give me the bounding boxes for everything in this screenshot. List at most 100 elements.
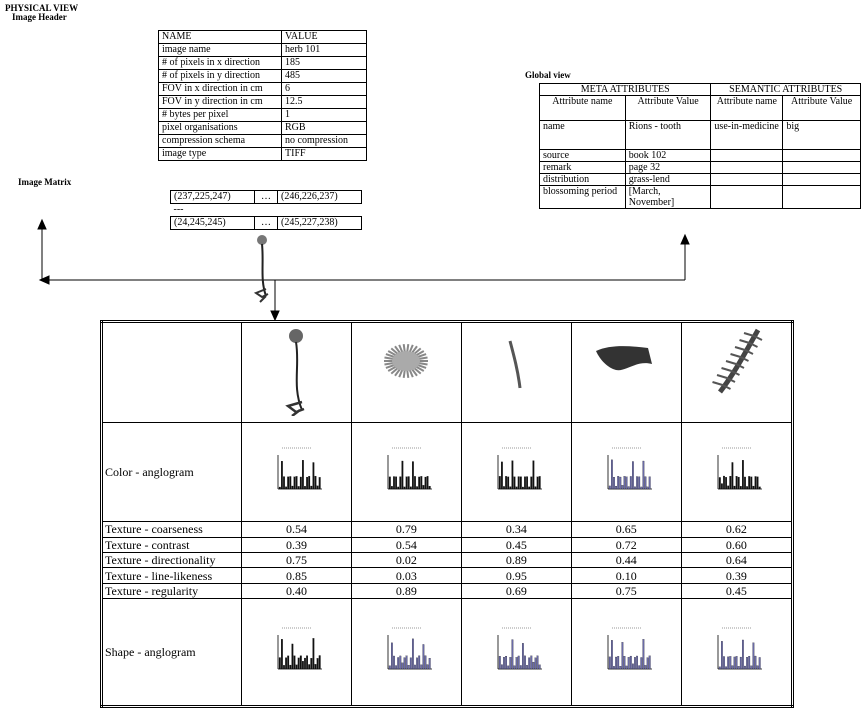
anglogram-bar xyxy=(759,487,761,489)
anglogram-bar xyxy=(510,657,512,669)
anglogram-bar xyxy=(535,658,537,669)
anglogram-bar xyxy=(531,477,533,489)
matrix-cell: (237,225,247) xyxy=(171,191,255,204)
anglogram-bar xyxy=(282,461,284,489)
image-cell xyxy=(242,322,352,423)
anglogram-bar xyxy=(408,476,410,489)
attribute-cell: blossoming period xyxy=(540,186,626,209)
image-cell xyxy=(351,322,461,423)
anglogram-bar xyxy=(305,486,307,489)
anglogram-bar xyxy=(311,658,313,669)
anglogram-bar xyxy=(755,656,757,669)
anglogram-bar xyxy=(734,486,736,489)
anglogram-bar xyxy=(622,642,624,669)
table-cell: RGB xyxy=(282,122,367,135)
anglogram-bar xyxy=(527,476,529,488)
corner-cell xyxy=(102,322,242,423)
spike xyxy=(731,354,741,357)
anglogram-bar xyxy=(279,658,281,669)
image-cell xyxy=(461,322,571,423)
column-header: Attribute Value xyxy=(625,96,711,121)
anglogram-bar xyxy=(404,487,406,489)
feature-value: 0.89 xyxy=(351,583,461,598)
matrix-cell: (246,226,237) xyxy=(278,191,362,204)
attribute-cell: name xyxy=(540,121,626,150)
table-cell: herb 101 xyxy=(282,44,367,57)
anglogram-bar xyxy=(396,477,398,489)
anglogram-bar xyxy=(736,476,738,489)
anglogram-bar xyxy=(745,666,747,669)
anglogram-bar xyxy=(421,476,423,489)
table-row: # of pixels in x direction185 xyxy=(159,57,367,70)
table-cell: # of pixels in x direction xyxy=(159,57,282,70)
stem xyxy=(510,341,520,388)
attribute-cell: page 32 xyxy=(625,162,711,174)
anglogram-bar xyxy=(618,476,620,489)
table-cell: 12.5 xyxy=(282,96,367,109)
anglogram-bar xyxy=(649,477,651,489)
matrix-cell: --- xyxy=(171,204,362,217)
plant-image xyxy=(696,326,776,416)
anglogram-bar xyxy=(311,486,313,489)
anglogram-bar xyxy=(529,658,531,669)
anglogram-bar xyxy=(637,476,639,489)
feature-value: 0.44 xyxy=(571,552,681,567)
anglogram-cell xyxy=(351,422,461,522)
table-cell: pixel organisations xyxy=(159,122,282,135)
feature-value: 0.40 xyxy=(242,583,352,598)
anglogram-thumbnail xyxy=(598,443,654,501)
anglogram-bar xyxy=(738,666,740,669)
texture-row: Texture - directionality0.750.020.890.44… xyxy=(102,552,793,567)
anglogram-bar xyxy=(408,665,410,669)
anglogram-bar xyxy=(724,476,726,489)
anglogram-bar xyxy=(396,666,398,669)
global-view-table: META ATTRIBUTESSEMANTIC ATTRIBUTESAttrib… xyxy=(539,83,861,209)
anglogram-bar xyxy=(296,476,298,489)
anglogram-bar xyxy=(539,665,541,669)
anglogram-thumbnail xyxy=(598,623,654,681)
anglogram-bar xyxy=(402,663,404,669)
feature-value: 0.45 xyxy=(461,537,571,552)
anglogram-bar xyxy=(520,477,522,489)
anglogram-bar xyxy=(427,665,429,669)
spike xyxy=(726,361,736,364)
anglogram-bar xyxy=(609,657,611,669)
anglogram-cell xyxy=(461,599,571,707)
anglogram-bar xyxy=(410,658,412,669)
feature-value: 0.62 xyxy=(681,522,792,537)
anglogram-bar xyxy=(749,656,751,669)
anglogram-thumbnail xyxy=(708,623,764,681)
group-row: META ATTRIBUTESSEMANTIC ATTRIBUTES xyxy=(540,84,861,96)
image-cell xyxy=(681,322,792,423)
anglogram-thumbnail xyxy=(708,443,764,501)
anglogram-bar xyxy=(628,657,630,669)
anglogram-bar xyxy=(508,477,510,489)
anglogram-bar xyxy=(618,656,620,669)
anglogram-bar xyxy=(508,666,510,669)
matrix-cell: (245,227,238) xyxy=(278,217,362,230)
table-cell: no compression xyxy=(282,135,367,148)
image-cell xyxy=(571,322,681,423)
anglogram-bar xyxy=(624,476,626,489)
anglogram-bar xyxy=(632,664,634,669)
anglogram-bar xyxy=(757,477,759,489)
anglogram-thumbnail xyxy=(488,443,544,501)
column-header: Attribute Value xyxy=(783,96,861,121)
table-cell: # bytes per pixel xyxy=(159,109,282,122)
image-matrix-table: (237,225,247)…(246,226,237)---(24,245,24… xyxy=(170,190,362,230)
anglogram-bar xyxy=(753,643,755,669)
anglogram-bar xyxy=(300,477,302,489)
anglogram-bar xyxy=(645,665,647,669)
anglogram-bar xyxy=(417,486,419,489)
spike xyxy=(740,340,750,343)
attribute-cell: [March, November] xyxy=(625,186,711,209)
table-row: # bytes per pixel1 xyxy=(159,109,367,122)
anglogram-bar xyxy=(400,656,402,669)
feature-value: 0.54 xyxy=(242,522,352,537)
anglogram-bar xyxy=(413,639,415,669)
anglogram-bar xyxy=(620,477,622,489)
anglogram-bar xyxy=(527,665,529,669)
feature-value: 0.79 xyxy=(351,522,461,537)
